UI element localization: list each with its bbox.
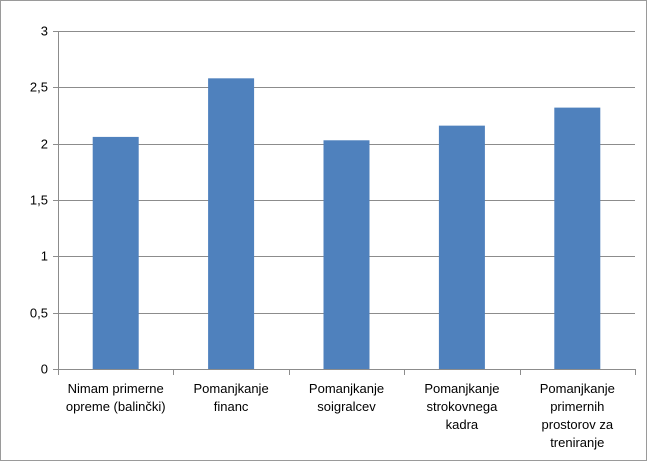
y-tick-label: 1 bbox=[41, 249, 48, 264]
bar bbox=[438, 125, 485, 369]
y-tick-label: 2 bbox=[41, 137, 48, 152]
bar bbox=[208, 78, 255, 369]
bars bbox=[92, 78, 601, 369]
y-tick-label: 1,5 bbox=[30, 193, 48, 208]
y-tick-label: 0,5 bbox=[30, 306, 48, 321]
bar bbox=[92, 136, 139, 369]
x-tick-label: Pomanjkanje soigralcev bbox=[309, 381, 384, 414]
y-tick-label: 3 bbox=[41, 24, 48, 39]
x-tick-labels: Nimam primerne opreme (balinčki) Pomanjkan… bbox=[66, 381, 615, 450]
x-tick-label: Pomanjkanje strokovnega kadra bbox=[424, 381, 499, 432]
bar bbox=[323, 140, 370, 369]
axes bbox=[53, 31, 636, 375]
x-tick-label: Pomanjkanje financ bbox=[194, 381, 269, 414]
x-tick-label: Nimam primerne opreme (balinčki) bbox=[66, 381, 166, 414]
x-tick-label: Pomanjkanje primernih prostorov za treniran… bbox=[540, 381, 615, 450]
bar bbox=[554, 107, 601, 369]
y-tick-label: 0 bbox=[41, 362, 48, 377]
y-tick-label: 2,5 bbox=[30, 80, 48, 95]
y-tick-labels: 0 0,5 1 1,5 2 2,5 3 bbox=[30, 24, 48, 377]
